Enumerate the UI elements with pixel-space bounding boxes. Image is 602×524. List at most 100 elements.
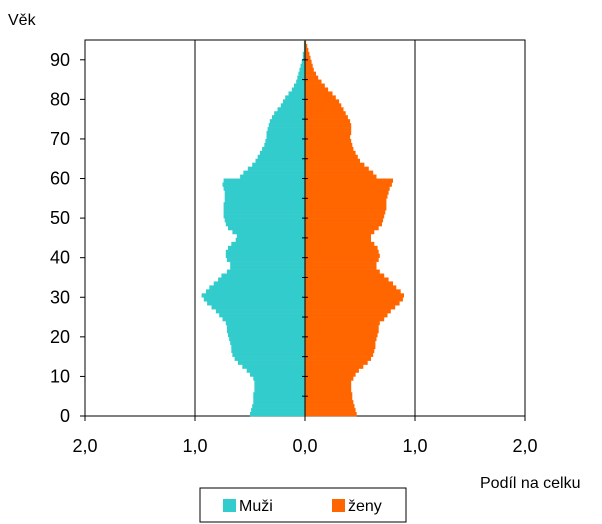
- bar-zeny-age-33: [305, 281, 393, 286]
- bar-muzi-age-76: [274, 111, 305, 116]
- bar-muzi-age-57: [223, 186, 305, 191]
- bar-zeny-age-7: [305, 384, 352, 389]
- bar-muzi-age-48: [225, 222, 305, 227]
- bar-muzi-age-47: [228, 226, 305, 231]
- bar-muzi-age-28: [207, 301, 305, 306]
- bar-zeny-age-29: [305, 297, 403, 302]
- bar-muzi-age-29: [203, 297, 305, 302]
- y-tick-label: 40: [50, 248, 70, 268]
- y-tick-label: 60: [50, 169, 70, 189]
- bar-muzi-age-43: [231, 241, 305, 247]
- y-tick-label: 90: [50, 50, 70, 70]
- bar-muzi-age-83: [294, 83, 305, 88]
- bar-zeny-age-43: [305, 241, 375, 247]
- bar-zeny-age-35: [305, 273, 385, 278]
- bar-muzi-age-77: [277, 107, 305, 112]
- bar-zeny-age-12: [305, 364, 364, 369]
- bar-zeny-age-75: [305, 115, 348, 120]
- bar-zeny-age-23: [305, 321, 380, 326]
- bar-muzi-age-10: [250, 372, 305, 377]
- bar-muzi-age-46: [232, 229, 305, 235]
- bar-zeny-age-53: [305, 202, 387, 207]
- bar-zeny-age-58: [305, 182, 392, 187]
- bar-zeny-age-92: [305, 47, 309, 53]
- bar-muzi-age-14: [234, 356, 305, 361]
- bar-zeny-age-5: [305, 392, 353, 397]
- bar-muzi-age-80: [285, 95, 305, 100]
- bar-zeny-age-78: [305, 103, 342, 108]
- bar-muzi-age-18: [230, 340, 305, 346]
- bar-muzi-age-32: [209, 285, 305, 290]
- bar-zeny-age-17: [305, 344, 376, 350]
- bar-zeny-age-45: [305, 233, 371, 239]
- bar-zeny-age-11: [305, 368, 359, 373]
- bar-muzi-age-20: [228, 332, 305, 338]
- bar-zeny-age-77: [305, 107, 344, 112]
- bar-zeny-age-57: [305, 186, 390, 191]
- x-axis-title: Podíl na celku: [480, 475, 581, 492]
- bar-muzi-age-44: [235, 237, 305, 243]
- bar-zeny-age-9: [305, 376, 354, 381]
- bar-muzi-age-94: [303, 40, 305, 45]
- bar-muzi-age-13: [237, 360, 305, 365]
- bar-muzi-age-62: [247, 166, 305, 171]
- bar-zeny-age-60: [305, 174, 377, 179]
- legend-swatch-zeny: [332, 499, 345, 512]
- bar-muzi-age-59: [223, 178, 305, 183]
- legend-swatch-muzi: [223, 499, 236, 512]
- bar-zeny-age-32: [305, 285, 397, 290]
- bar-zeny-age-80: [305, 95, 336, 100]
- bar-muzi-age-49: [224, 218, 305, 223]
- bar-zeny-age-67: [305, 146, 354, 152]
- bar-muzi-age-72: [267, 127, 305, 132]
- bar-muzi-age-7: [254, 384, 305, 389]
- bar-muzi-age-27: [211, 305, 305, 310]
- bar-zeny-age-15: [305, 352, 374, 357]
- legend-label-muzi: Muži: [239, 498, 273, 515]
- bar-muzi-age-63: [252, 162, 305, 167]
- bar-zeny-age-22: [305, 324, 379, 330]
- bar-muzi-age-12: [242, 364, 305, 369]
- y-tick-label: 20: [50, 327, 70, 347]
- bar-muzi-age-0: [250, 412, 305, 417]
- bar-muzi-age-70: [266, 134, 305, 140]
- bar-muzi-age-24: [222, 317, 305, 322]
- bar-muzi-age-74: [269, 119, 305, 124]
- y-tick-label: 10: [50, 366, 70, 386]
- bar-zeny-age-21: [305, 328, 379, 334]
- series-muzi-bars: [201, 40, 305, 417]
- bar-muzi-age-41: [225, 249, 305, 255]
- bar-muzi-age-19: [229, 336, 305, 342]
- bar-muzi-age-23: [225, 321, 305, 326]
- bar-muzi-age-39: [226, 257, 305, 262]
- bar-zeny-age-0: [305, 412, 357, 417]
- bar-zeny-age-89: [305, 59, 312, 65]
- bar-zeny-age-24: [305, 317, 385, 322]
- bar-muzi-age-53: [223, 202, 305, 207]
- bar-muzi-age-88: [300, 63, 305, 69]
- bar-zeny-age-41: [305, 249, 379, 255]
- bar-muzi-age-40: [225, 253, 305, 258]
- x-tick-label: 2,0: [72, 436, 97, 456]
- bar-muzi-age-26: [215, 309, 305, 314]
- bar-muzi-age-31: [206, 289, 305, 294]
- bar-zeny-age-90: [305, 55, 311, 61]
- bar-muzi-age-92: [303, 47, 305, 53]
- bar-muzi-age-6: [254, 388, 305, 393]
- bar-zeny-age-69: [305, 138, 352, 144]
- legend-label-zeny: ženy: [348, 498, 382, 515]
- x-tick-label: 0,0: [292, 436, 317, 456]
- bar-muzi-age-85: [297, 75, 305, 80]
- bar-zeny-age-88: [305, 63, 313, 69]
- bar-muzi-age-64: [255, 158, 305, 163]
- legend: Muži ženy: [199, 487, 407, 523]
- bar-zeny-age-71: [305, 131, 352, 136]
- bar-muzi-age-55: [224, 194, 305, 199]
- bar-muzi-age-30: [201, 293, 305, 298]
- bar-zeny-age-31: [305, 289, 401, 294]
- bar-zeny-age-26: [305, 309, 391, 314]
- bar-muzi-age-8: [254, 380, 305, 385]
- bar-zeny-age-70: [305, 134, 351, 140]
- bar-zeny-age-74: [305, 119, 351, 124]
- bar-zeny-age-36: [305, 269, 380, 274]
